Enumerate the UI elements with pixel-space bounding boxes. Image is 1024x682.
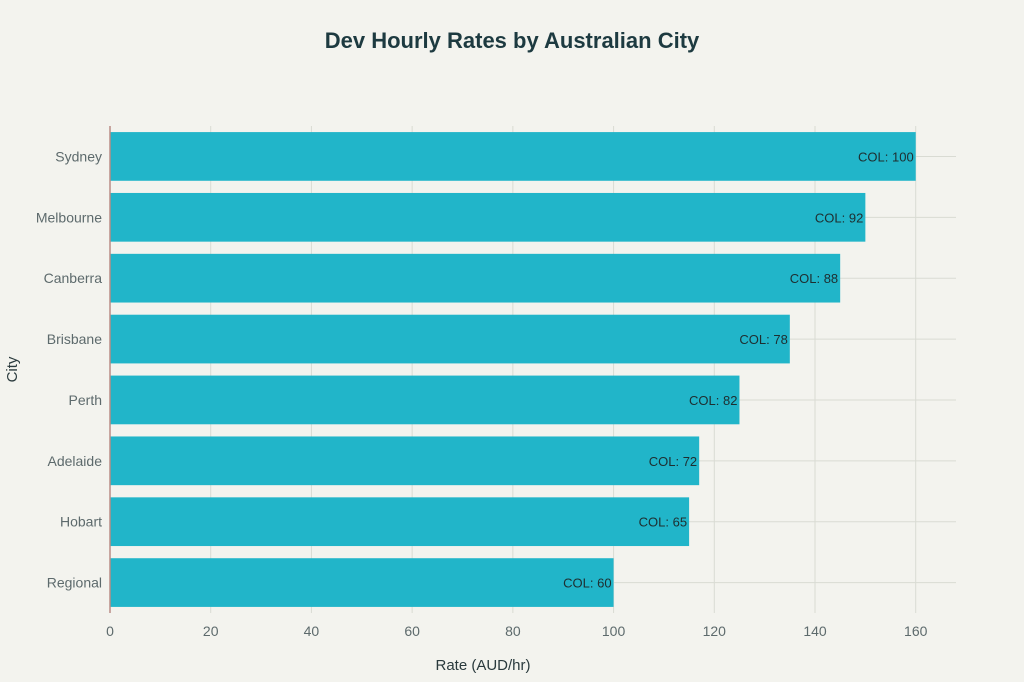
bar-sydney [110,132,916,181]
x-tick-label: 20 [203,623,219,639]
bar-melbourne [110,192,866,242]
x-tick-label: 60 [404,623,420,639]
y-tick-label: Brisbane [47,331,102,347]
x-tick-label: 100 [602,623,626,639]
x-axis-tick-labels: 0 20 40 60 80 100 120 140 160 [106,623,928,639]
bar-hobart [110,497,690,547]
y-tick-label: Sydney [55,148,102,164]
bar-canberra [110,253,841,303]
bar-regional [110,558,614,607]
x-tick-label: 140 [803,623,827,639]
bar-brisbane [110,314,790,364]
chart-title: Dev Hourly Rates by Australian City [324,28,700,53]
x-tick-label: 0 [106,623,114,639]
bar-data-label: COL: 100 [858,149,914,164]
y-axis-title: City [4,356,21,382]
bar-data-label: COL: 92 [815,210,863,225]
x-tick-label: 40 [304,623,320,639]
y-tick-label: Canberra [44,270,103,286]
x-tick-label: 80 [505,623,521,639]
bar-data-label: COL: 78 [739,332,787,347]
y-tick-label: Adelaide [48,453,103,469]
y-tick-label: Perth [69,392,102,408]
bar-perth [110,375,740,425]
y-tick-label: Regional [47,575,102,591]
bar-data-label: COL: 88 [790,271,838,286]
y-axis-tick-labels: Sydney Melbourne Canberra Brisbane Perth Adel… [36,148,102,590]
bar-data-label: COL: 60 [563,576,611,591]
x-tick-label: 120 [703,623,727,639]
bars: COL: 100 COL: 92 COL: 88 COL: 78 COL: 82 COL:… [110,132,916,607]
y-tick-label: Melbourne [36,209,102,225]
y-tick-label: Hobart [60,514,102,530]
bar-data-label: COL: 72 [649,454,697,469]
x-tick-label: 160 [904,623,928,639]
x-axis-title: Rate (AUD/hr) [435,657,530,674]
bar-data-label: COL: 65 [639,515,687,530]
bar-data-label: COL: 82 [689,393,737,408]
bar-adelaide [110,436,700,486]
